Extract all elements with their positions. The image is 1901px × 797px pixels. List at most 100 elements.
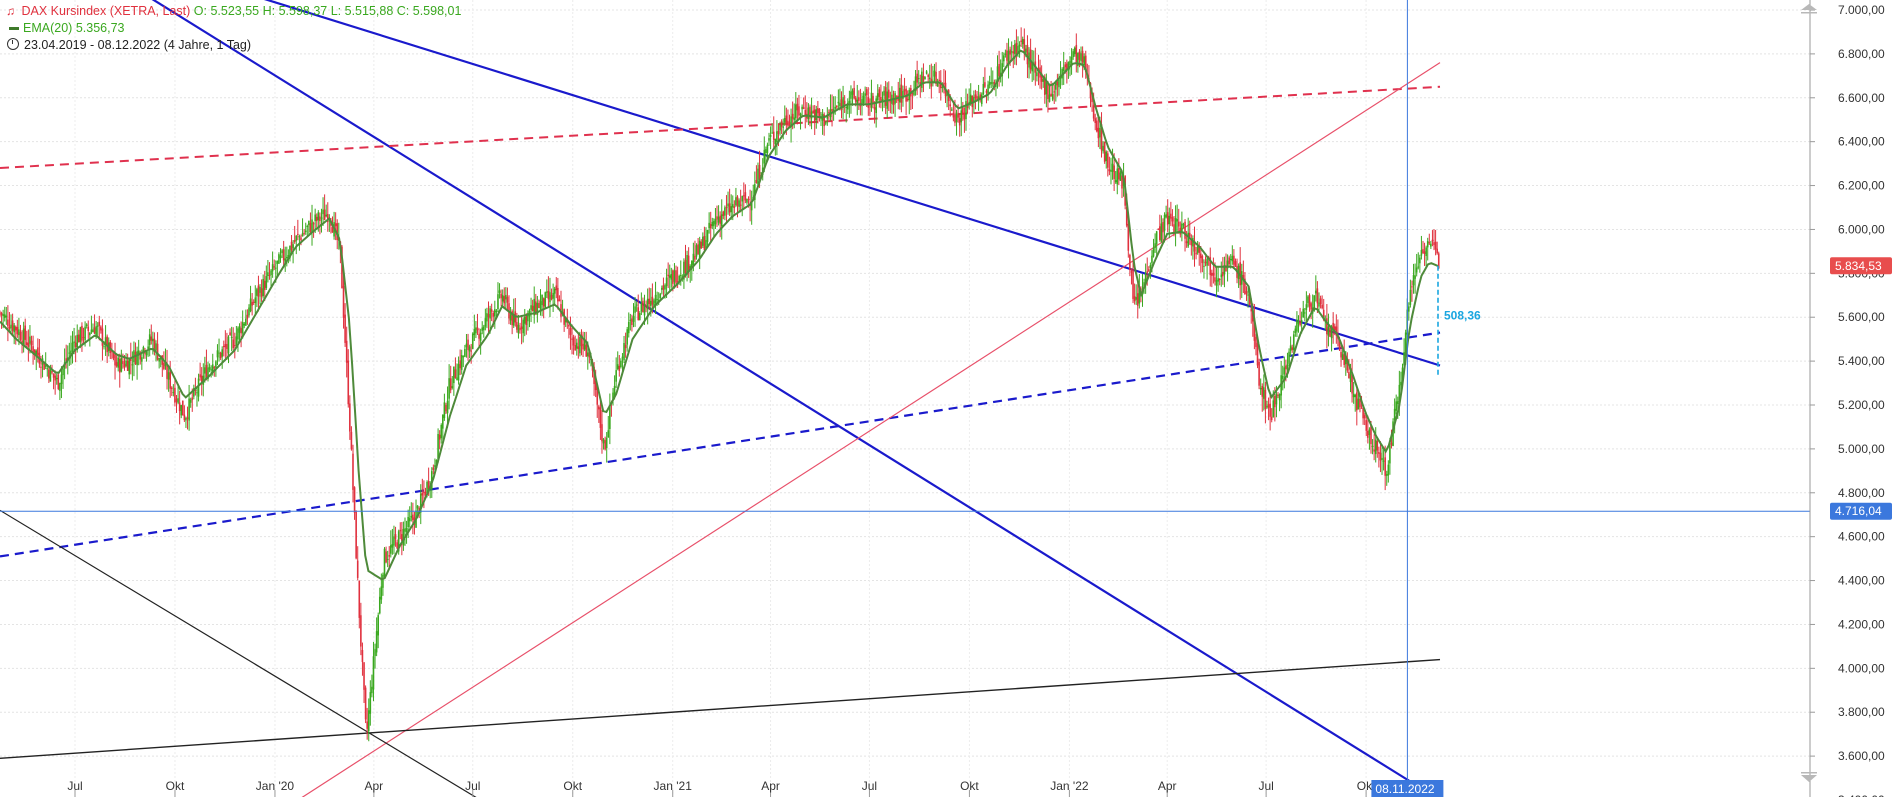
legend-period: (4 Jahre, 1 Tag) bbox=[163, 38, 252, 52]
candle-body bbox=[679, 274, 682, 276]
candle-body bbox=[840, 99, 843, 110]
candle-body bbox=[1422, 249, 1424, 254]
candle-body bbox=[1340, 352, 1342, 358]
candle-body bbox=[115, 362, 118, 367]
trendline-black-uptrend[interactable] bbox=[0, 658, 1441, 760]
candle-body bbox=[128, 358, 131, 375]
candle-body bbox=[758, 164, 761, 180]
candle-body bbox=[457, 364, 460, 381]
candle-body bbox=[1056, 81, 1059, 86]
candle-body bbox=[79, 327, 82, 343]
scroll-up-icon[interactable] bbox=[1801, 4, 1817, 14]
candle-body bbox=[654, 294, 657, 304]
scroll-down-icon[interactable] bbox=[1801, 772, 1817, 782]
candle-body bbox=[1048, 94, 1051, 102]
candle-body bbox=[81, 325, 83, 341]
candle-body bbox=[355, 511, 357, 559]
candle-body bbox=[360, 615, 362, 647]
trendline-black-downtrend[interactable] bbox=[0, 509, 480, 797]
candle-body bbox=[1069, 60, 1071, 66]
candle-body bbox=[419, 493, 422, 513]
candle-body bbox=[1091, 98, 1093, 103]
candle-body bbox=[736, 196, 739, 206]
candle-body bbox=[1144, 273, 1147, 285]
candle-body bbox=[462, 356, 465, 358]
candle-body bbox=[498, 290, 501, 293]
candle-body bbox=[568, 324, 570, 327]
candle-body bbox=[735, 197, 737, 206]
candle-body bbox=[550, 294, 553, 300]
candle-body bbox=[319, 216, 321, 222]
candle-body bbox=[84, 326, 86, 341]
candle-body bbox=[919, 81, 922, 86]
legend-range-row[interactable]: 23.04.2019 - 08.12.2022 (4 Jahre, 1 Tag) bbox=[6, 37, 461, 54]
candle-body bbox=[1023, 39, 1026, 53]
candle-body bbox=[1330, 326, 1333, 339]
candle-body bbox=[1322, 309, 1325, 320]
y-tick-label: 7.000,00 bbox=[1838, 3, 1885, 17]
candle-body bbox=[1119, 172, 1122, 181]
candle-body bbox=[11, 320, 14, 331]
candle-body bbox=[1010, 51, 1013, 53]
candle-body bbox=[799, 113, 802, 116]
candle-body bbox=[1152, 247, 1155, 257]
candle-body bbox=[933, 70, 936, 77]
x-tick-label: Jan '20 bbox=[256, 779, 295, 793]
candle-body bbox=[1176, 219, 1178, 222]
candle-body bbox=[386, 558, 389, 560]
candle-body bbox=[1259, 387, 1262, 390]
y-tick-label: 6.400,00 bbox=[1838, 135, 1885, 149]
candle-body bbox=[1133, 296, 1136, 302]
candle-body bbox=[1291, 347, 1293, 350]
trendline-blue-support-dashed[interactable] bbox=[0, 331, 1441, 558]
candle-body bbox=[845, 107, 848, 109]
candle-body bbox=[624, 344, 627, 349]
candle-body bbox=[240, 328, 242, 334]
candle-body bbox=[315, 216, 318, 222]
candle-body bbox=[1177, 221, 1180, 227]
candle-body bbox=[741, 196, 744, 202]
candle-body bbox=[1242, 274, 1245, 280]
trendline-red-uptrend[interactable] bbox=[264, 62, 1441, 797]
candle-body bbox=[1151, 255, 1153, 263]
trendline-blue-downtrend-lower[interactable] bbox=[151, 0, 1440, 797]
candle-body bbox=[495, 310, 498, 313]
legend-ema-row[interactable]: EMA(20) 5.356,73 bbox=[6, 20, 461, 37]
candle-body bbox=[1058, 78, 1060, 88]
candle-body bbox=[270, 270, 272, 276]
candle-body bbox=[943, 82, 945, 84]
candle-body bbox=[1149, 265, 1152, 268]
candle-body bbox=[260, 288, 263, 297]
candle-body bbox=[297, 233, 299, 235]
candle-body bbox=[448, 378, 450, 399]
candle-body bbox=[602, 439, 605, 444]
candle-body bbox=[705, 240, 707, 249]
candle-body bbox=[1368, 429, 1371, 435]
candle-body bbox=[1403, 351, 1405, 366]
candle-body bbox=[468, 346, 471, 352]
candle-body bbox=[388, 555, 391, 557]
candle-body bbox=[1420, 249, 1423, 256]
trendlines[interactable] bbox=[0, 0, 1441, 797]
candle-body bbox=[583, 341, 586, 350]
legend-price-row[interactable]: ♫ DAX Kursindex (XETRA, Last) O: 5.523,5… bbox=[6, 3, 461, 20]
trendline-blue-downtrend-upper[interactable] bbox=[229, 0, 1441, 367]
candle-body bbox=[334, 223, 337, 227]
candle-body bbox=[156, 343, 159, 360]
candle-body bbox=[33, 349, 36, 355]
trendline-red-resistance-dashed[interactable] bbox=[0, 85, 1441, 169]
candle-body bbox=[1188, 232, 1191, 237]
candle-body bbox=[1248, 292, 1251, 305]
candle-body bbox=[353, 487, 356, 513]
candle-body bbox=[850, 91, 852, 99]
candle-body bbox=[229, 332, 231, 336]
candle-body bbox=[872, 95, 874, 105]
candle-body bbox=[569, 327, 572, 335]
candle-body bbox=[438, 434, 441, 440]
candle-body bbox=[230, 337, 233, 339]
candle-body bbox=[867, 97, 870, 108]
candle-body bbox=[921, 71, 923, 88]
candle-body bbox=[719, 215, 721, 224]
candle-body bbox=[1080, 53, 1082, 61]
